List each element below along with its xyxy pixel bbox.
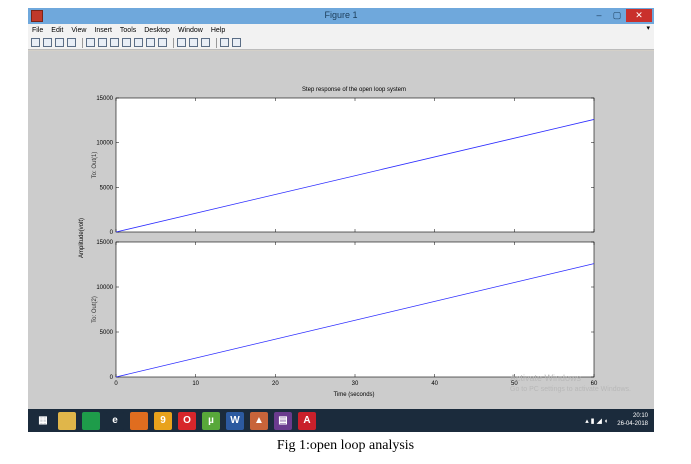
menubar: File Edit View Insert Tools Desktop Wind…: [28, 24, 654, 36]
y-tick-label: 5000: [100, 330, 114, 336]
toolbar-separator: [82, 37, 83, 48]
axes-box: [115, 97, 595, 233]
x-tick-label: 40: [431, 381, 438, 387]
opera-icon[interactable]: O: [178, 411, 196, 430]
subplot-output-label: To: Out(1): [92, 152, 98, 179]
edit-plot-icon[interactable]: [86, 38, 95, 47]
y-tick-label: 10000: [96, 285, 113, 291]
y-tick-label: 15000: [96, 240, 113, 246]
menu-insert[interactable]: Insert: [94, 26, 112, 34]
subplot-group: 0 5000 10000 15000 To: Out(1) 0 5000 10000 15000…: [92, 96, 598, 387]
zoom-in-icon[interactable]: [98, 38, 107, 47]
save-icon[interactable]: [55, 38, 64, 47]
legend-icon[interactable]: [201, 38, 210, 47]
zoom-out-icon[interactable]: [110, 38, 119, 47]
maximize-button[interactable]: ▢: [612, 10, 622, 20]
menu-window[interactable]: Window: [177, 26, 203, 34]
file-explorer-icon[interactable]: [58, 411, 76, 430]
menu-help[interactable]: Help: [210, 26, 226, 34]
activate-windows-watermark: Activate Windows Go to PC settings to ac…: [510, 373, 631, 395]
x-tick-label: 60: [591, 381, 598, 387]
minimize-button[interactable]: –: [596, 10, 602, 20]
menu-overflow-icon[interactable]: ▾: [646, 25, 650, 32]
figure-caption: Fig 1:open loop analysis: [276, 438, 415, 453]
show-tools-icon[interactable]: [232, 38, 241, 47]
window-controls: – ▢ ✕: [590, 9, 652, 23]
clock-date: 26-04-2018: [617, 421, 648, 427]
step-response-chart: Step response of the open loop system Am…: [79, 87, 598, 398]
window-title: Figure 1: [324, 10, 358, 20]
word-icon[interactable]: W: [226, 411, 244, 430]
menu-view[interactable]: View: [71, 26, 87, 34]
rotate-icon[interactable]: [134, 38, 143, 47]
y-tick-label: 15000: [96, 96, 113, 102]
toolbar-separator: [216, 37, 217, 48]
winrar-icon[interactable]: ▤: [274, 411, 292, 430]
utorrent-icon[interactable]: µ: [202, 411, 220, 430]
y-tick-label: 0: [110, 230, 114, 236]
link-icon[interactable]: [177, 38, 186, 47]
colorbar-icon[interactable]: [189, 38, 198, 47]
watermark-subtitle: Go to PC settings to activate Windows.: [510, 386, 631, 393]
print-icon[interactable]: [67, 38, 76, 47]
data-cursor-icon[interactable]: [146, 38, 155, 47]
open-file-icon[interactable]: [43, 38, 52, 47]
y-axis-label: Amplitude(volt): [79, 218, 85, 258]
clock-time: 20:10: [632, 413, 648, 419]
x-tick-label: 10: [192, 381, 199, 387]
firefox-icon[interactable]: [130, 411, 148, 430]
tray-icons[interactable]: ▴ ▮ ◢ ◖: [585, 418, 608, 425]
figure-canvas: Step response of the open loop system Am…: [28, 51, 654, 409]
matlab-icon[interactable]: ▲: [250, 411, 268, 430]
window-titlebar: Figure 1 – ▢ ✕: [28, 8, 654, 24]
toolbar-separator: [173, 37, 174, 48]
y-tick-label: 5000: [100, 185, 114, 191]
y-tick-label: 0: [110, 375, 114, 381]
new-figure-icon[interactable]: [31, 38, 40, 47]
close-button[interactable]: ✕: [626, 9, 652, 22]
step-response-line: [115, 263, 595, 378]
watermark-title: Activate Windows: [510, 373, 582, 383]
screenshot: Figure 1 – ▢ ✕ File Edit View Insert Too…: [28, 8, 654, 432]
acrobat-icon[interactable]: A: [298, 411, 316, 430]
y-tick-label: 10000: [96, 141, 113, 147]
x-tick-label: 50: [511, 381, 518, 387]
matlab-figure-icon: [31, 10, 43, 22]
x-tick-label: 30: [352, 381, 359, 387]
figure-toolbar: [28, 36, 654, 50]
windows-start-icon[interactable]: ▦: [34, 411, 52, 430]
chart-title: Step response of the open loop system: [302, 87, 406, 93]
number9-icon[interactable]: 9: [154, 411, 172, 430]
pan-icon[interactable]: [122, 38, 131, 47]
step-response-line: [115, 119, 595, 233]
brush-icon[interactable]: [158, 38, 167, 47]
x-axis-label: Time (seconds): [333, 392, 374, 398]
x-tick-label: 20: [272, 381, 279, 387]
menu-edit[interactable]: Edit: [51, 26, 64, 34]
store-icon[interactable]: [82, 411, 100, 430]
axes-box: [115, 241, 595, 378]
menu-tools[interactable]: Tools: [119, 26, 137, 34]
system-clock[interactable]: 20:10 26-04-2018: [617, 412, 648, 428]
x-tick-label: 0: [114, 381, 118, 387]
menu-desktop[interactable]: Desktop: [144, 26, 170, 34]
internet-explorer-icon[interactable]: e: [106, 411, 124, 430]
subplot-output-label: To: Out(2): [92, 296, 98, 323]
hide-tools-icon[interactable]: [220, 38, 229, 47]
menu-file[interactable]: File: [32, 26, 44, 34]
